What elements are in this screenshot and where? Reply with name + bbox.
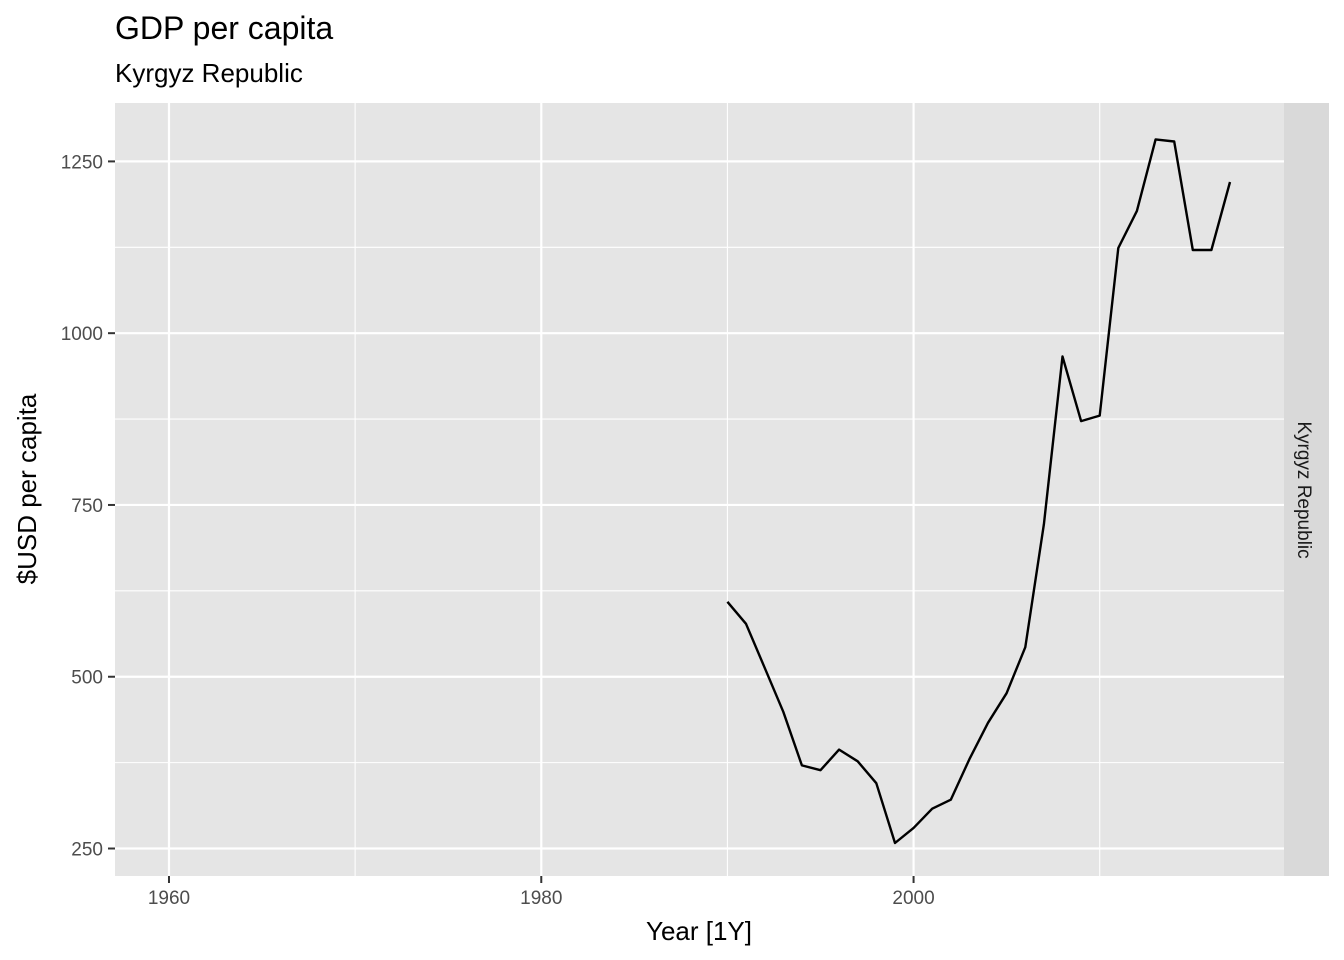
- minor-gridlines: [115, 103, 1284, 876]
- y-tick-label: 250: [71, 840, 103, 861]
- x-axis-title: Year [1Y]: [646, 916, 752, 946]
- y-axis: 250 500 750 1000 1250: [61, 152, 115, 861]
- x-tick-label: 1980: [520, 888, 562, 909]
- facet-strip: [1284, 103, 1329, 876]
- x-tick-label: 1960: [148, 888, 190, 909]
- y-axis-title: $USD per capita: [12, 393, 42, 584]
- series-line: [726, 138, 1232, 845]
- facet-strip-label: Kyrgyz Republic: [1293, 421, 1314, 558]
- chart-subtitle: Kyrgyz Republic: [115, 58, 303, 88]
- y-tick-label: 1250: [61, 152, 103, 173]
- y-tick-label: 500: [71, 668, 103, 689]
- chart-title: GDP per capita: [115, 10, 333, 46]
- y-tick-label: 750: [71, 496, 103, 517]
- major-gridlines: [115, 103, 1284, 876]
- series-layer: [726, 138, 1232, 845]
- y-tick-label: 1000: [61, 324, 103, 345]
- plot-panel: [115, 103, 1284, 876]
- x-tick-label: 2000: [892, 888, 934, 909]
- x-axis: 1960 1980 2000: [148, 876, 935, 909]
